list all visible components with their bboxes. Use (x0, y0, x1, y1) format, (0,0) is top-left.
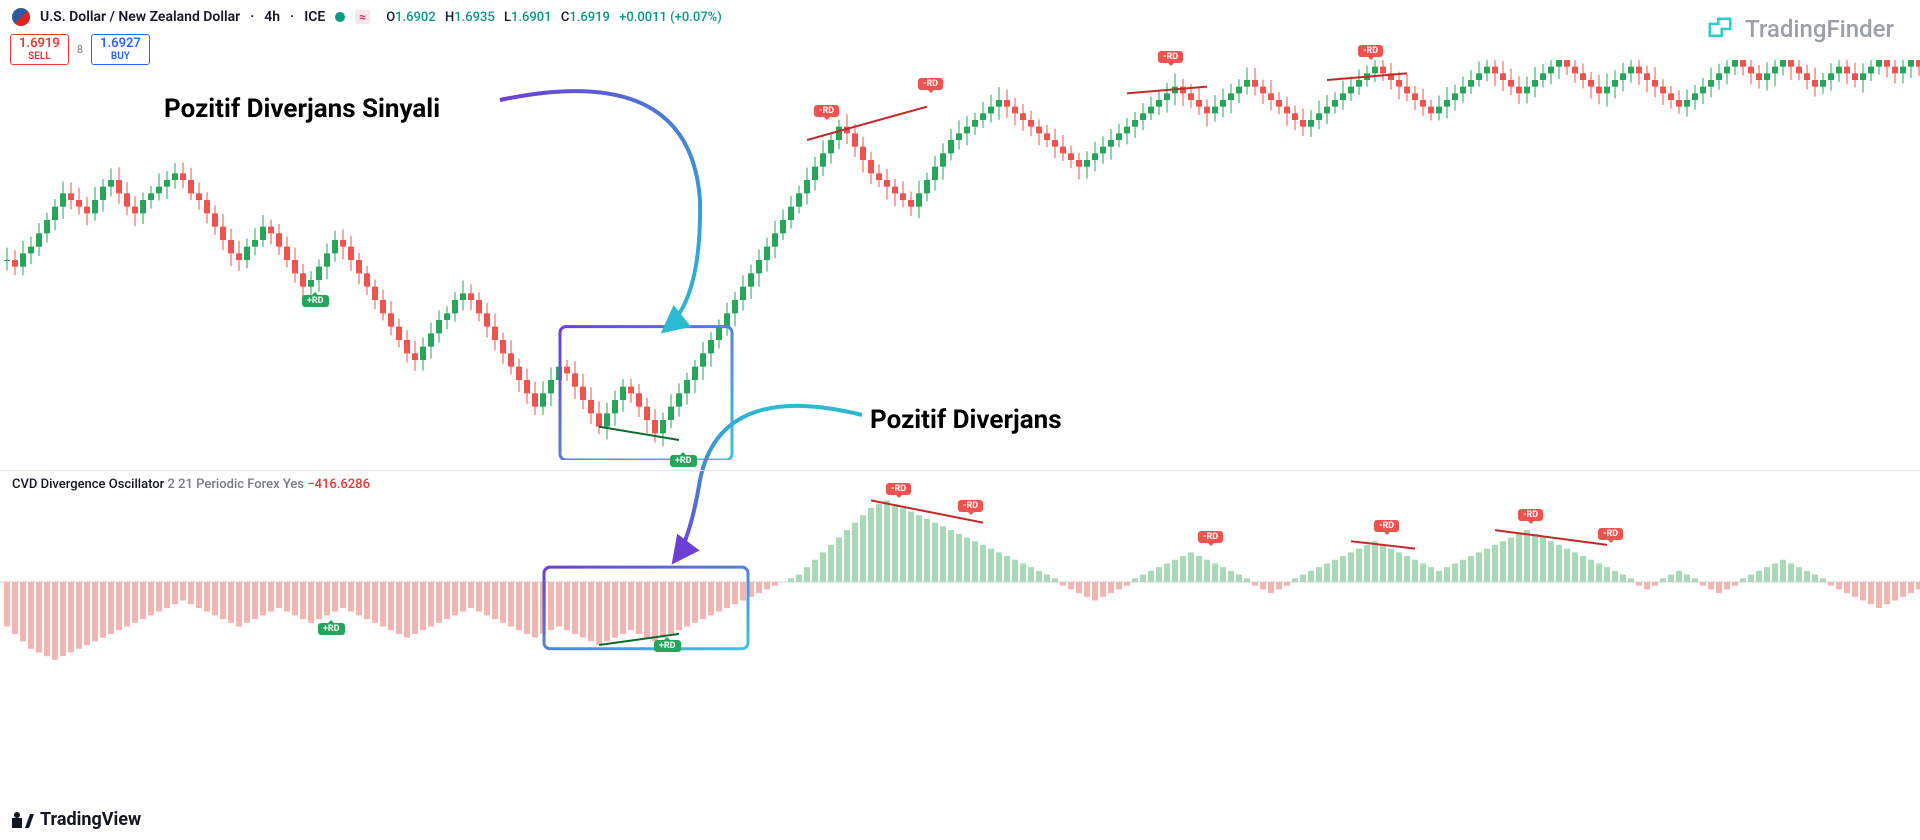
divergence-badge: -RD (1158, 51, 1183, 63)
oscillator-title: CVD Divergence Oscillator 2 21 Periodic … (12, 477, 370, 492)
pair-icon (12, 8, 30, 26)
ohlc-block: O1.6902 H1.6935 L1.6901 C1.6919 +0.0011 … (380, 10, 722, 25)
pair-name: U.S. Dollar / New Zealand Dollar (40, 9, 240, 25)
osc-divergence-badge: -RD (1518, 509, 1543, 521)
oscillator-chart[interactable] (0, 493, 1920, 671)
osc-divergence-badge: -RD (958, 500, 983, 512)
divergence-badge: -RD (1358, 45, 1383, 57)
tradingfinder-icon (1703, 12, 1737, 46)
divergence-badge: +RD (302, 295, 329, 307)
approx-icon: ≈ (355, 10, 370, 24)
divergence-badge: +RD (670, 455, 697, 467)
annotation-divergence: Pozitif Diverjans (870, 405, 1062, 435)
tradingview-logo: TradingView (12, 809, 141, 830)
dot-sep: · (250, 9, 254, 25)
exchange: ICE (304, 9, 325, 25)
osc-divergence-badge: -RD (886, 483, 911, 495)
dot-sep2: · (290, 9, 294, 25)
annotation-signal: Pozitif Diverjans Sinyali (164, 94, 440, 124)
osc-divergence-badge: -RD (1374, 520, 1399, 532)
spread-value: 8 (77, 43, 83, 56)
divergence-badge: -RD (814, 105, 839, 117)
tradingfinder-logo: TradingFinder (1703, 12, 1894, 46)
osc-divergence-badge: +RD (654, 640, 681, 652)
chart-header: U.S. Dollar / New Zealand Dollar · 4h · … (12, 8, 722, 26)
osc-divergence-badge: -RD (1198, 531, 1223, 543)
tradingview-icon (12, 812, 34, 828)
osc-divergence-badge: +RD (318, 623, 345, 635)
market-status-dot (335, 12, 345, 22)
divergence-badge: -RD (918, 78, 943, 90)
osc-divergence-badge: -RD (1598, 528, 1623, 540)
timeframe[interactable]: 4h (264, 9, 280, 25)
